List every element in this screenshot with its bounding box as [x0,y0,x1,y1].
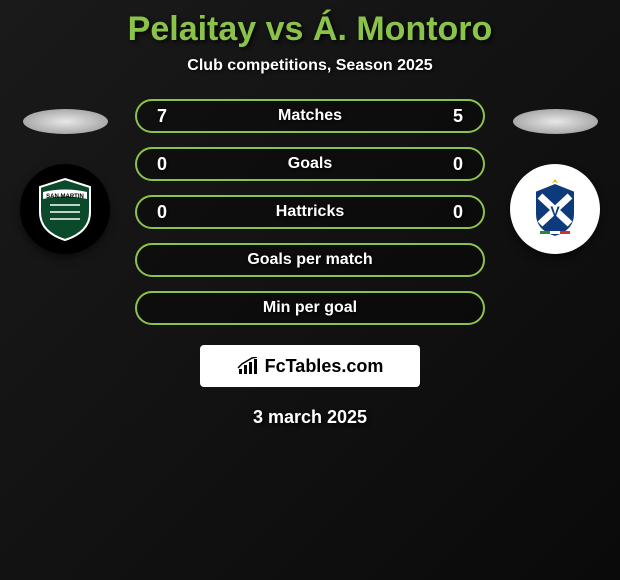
stat-label: Goals [288,155,332,173]
player-ellipse-left [23,109,108,134]
player-ellipse-right [513,109,598,134]
stat-value-right: 0 [433,154,463,175]
stat-row-matches: 7 Matches 5 [135,99,485,133]
team-badge-right: V [510,164,600,254]
svg-text:V: V [550,203,560,219]
left-side-column: SAN MARTIN [15,99,115,254]
svg-text:SAN MARTIN: SAN MARTIN [46,194,84,200]
main-content: SAN MARTIN 7 Matches 5 0 Goals 0 0 Hattr… [0,99,620,325]
stat-row-min-per-goal: Min per goal [135,291,485,325]
shield-icon-right: V [530,179,580,239]
stat-row-goals: 0 Goals 0 [135,147,485,181]
stat-value-left: 0 [157,202,187,223]
shield-icon-left: SAN MARTIN [35,177,95,242]
stat-label: Min per goal [263,299,357,317]
stat-label: Hattricks [276,203,344,221]
right-side-column: V [505,99,605,254]
stat-label: Matches [278,107,342,125]
date-text: 3 march 2025 [253,407,367,428]
stat-label: Goals per match [247,251,372,269]
stat-row-hattricks: 0 Hattricks 0 [135,195,485,229]
stat-row-goals-per-match: Goals per match [135,243,485,277]
team-badge-left: SAN MARTIN [20,164,110,254]
stats-column: 7 Matches 5 0 Goals 0 0 Hattricks 0 Goal… [120,99,500,325]
stat-value-right: 5 [433,106,463,127]
page-title: Pelaitay vs Á. Montoro [128,10,493,49]
brand-text: FcTables.com [265,356,384,377]
stat-value-right: 0 [433,202,463,223]
branding-box: FcTables.com [200,345,420,387]
stat-value-left: 7 [157,106,187,127]
stat-value-left: 0 [157,154,187,175]
chart-icon [237,357,259,375]
subtitle: Club competitions, Season 2025 [187,57,432,75]
